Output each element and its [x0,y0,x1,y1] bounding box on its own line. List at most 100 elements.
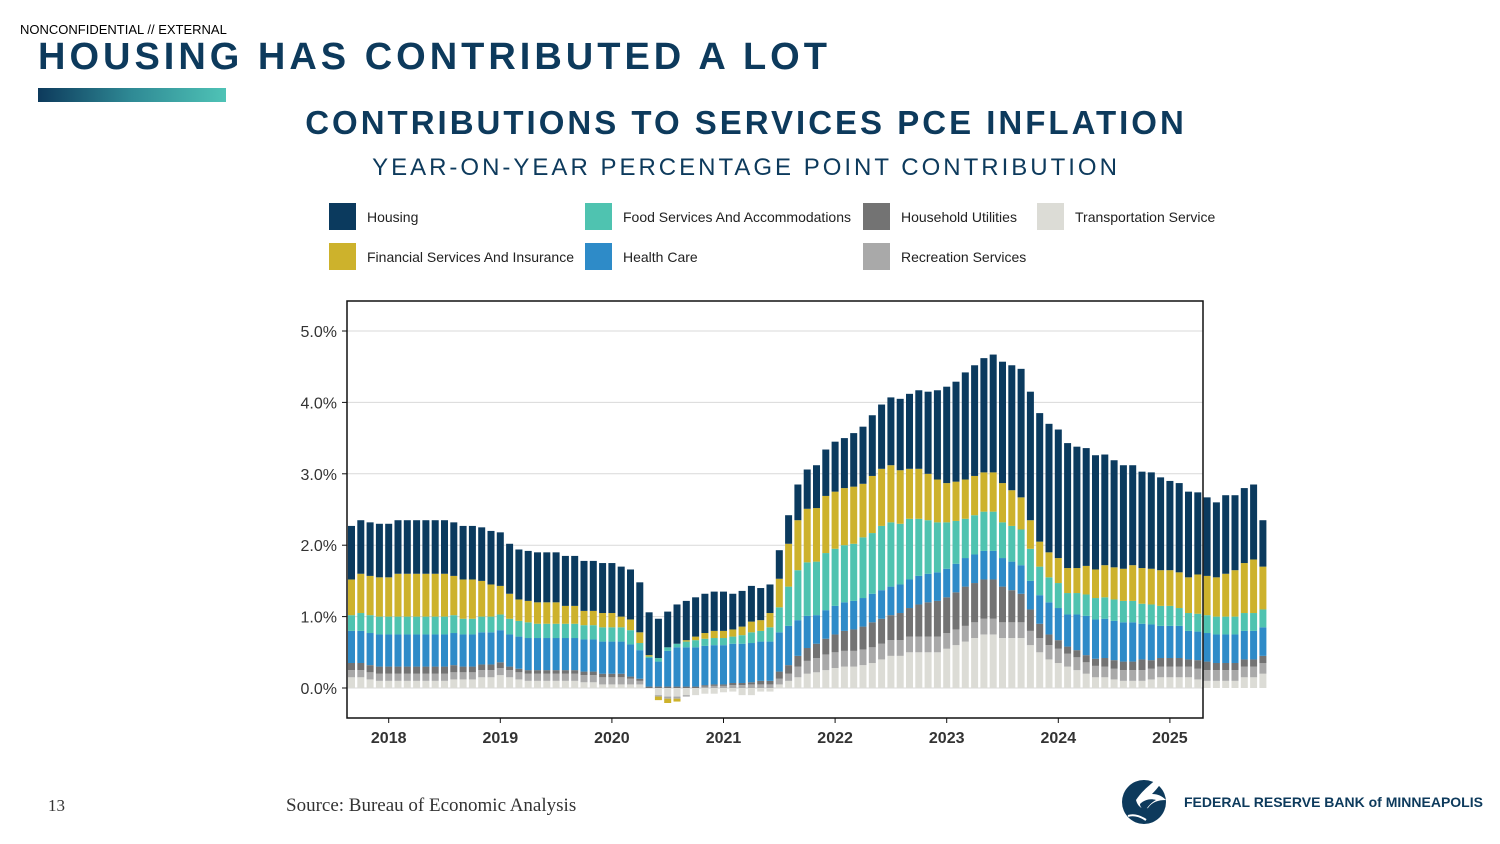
bar-transportation-service-2024-11 [1147,679,1155,688]
bar-recreation-services-2017-09 [348,670,355,678]
bar-recreation-services-2021-06 [766,684,774,688]
bar-transportation-service-2023-09 [1017,638,1025,688]
bar-recreation-services-2019-11 [589,675,597,683]
bar-financial-services-and-insurance-2018-09 [459,579,467,619]
bar-financial-services-and-insurance-2022-12 [933,479,941,523]
bar-housing-2018-11 [478,527,486,581]
bar-housing-2021-06 [766,584,774,614]
bar-recreation-services-2019-04 [524,673,532,681]
bar-housing-2022-03 [850,433,858,487]
bar-health-care-2023-07 [999,558,1006,587]
x-tick-label: 2018 [371,730,407,747]
classification-label: NONCONFIDENTIAL // EXTERNAL [20,22,227,37]
bar-housing-2019-11 [589,560,597,611]
bar-food-services-and-accommodations-2025-03 [1185,613,1192,631]
bar-recreation-services-2018-01 [385,673,393,681]
bar-financial-services-and-insurance-2022-02 [840,488,848,546]
bar-housing-2024-02 [1064,443,1072,569]
bar-food-services-and-accommodations-2020-04 [636,643,644,651]
bar-food-services-and-accommodations-2023-10 [1026,548,1034,581]
bar-household-utilities-2021-08 [785,665,793,674]
bar-health-care-2023-02 [952,563,960,593]
bar-household-utilities-2024-03 [1073,650,1081,658]
y-tick-label: 4.0% [301,395,337,412]
bar-food-services-and-accommodations-2020-09 [682,641,690,648]
bar-financial-services-and-insurance-2020-11 [701,633,709,639]
bar-health-care-2022-12 [933,572,941,601]
bar-financial-services-and-insurance-2021-10 [803,508,811,563]
bar-household-utilities-2025-02 [1175,658,1183,667]
bar-financial-services-and-insurance-2025-04 [1194,574,1202,614]
x-tick-label: 2019 [483,730,519,747]
bar-transportation-service-2024-08 [1119,680,1127,688]
bar-food-services-and-accommodations-2018-04 [413,616,421,635]
bar-housing-2020-02 [617,566,625,617]
bar-financial-services-and-insurance-2019-11 [589,610,597,626]
bar-financial-services-and-insurance-2021-09 [794,520,802,571]
bar-housing-2017-11 [366,522,374,576]
bar-financial-services-and-insurance-2019-07 [552,602,560,624]
bar-financial-services-and-insurance-2022-07 [887,465,895,523]
bar-recreation-services-2018-02 [394,673,402,681]
bar-recreation-services-2022-10 [915,636,923,653]
bar-household-utilities-2020-07 [664,686,672,688]
bar-housing-2023-04 [971,365,979,476]
bar-household-utilities-2025-03 [1185,659,1192,667]
bar-transportation-service-2024-06 [1101,677,1109,688]
bar-recreation-services-2020-04 [636,680,644,685]
bar-health-care-2023-09 [1017,565,1025,594]
bar-financial-services-and-insurance-2024-01 [1054,558,1062,584]
bar-housing-2023-12 [1045,423,1053,553]
bar-recreation-services-2023-01 [943,633,951,649]
bar-transportation-service-2020-08 [673,688,681,697]
bar-financial-services-and-insurance-2017-09 [348,579,355,616]
bar-recreation-services-2023-06 [989,618,997,635]
bar-recreation-services-2023-07 [999,622,1006,639]
bar-food-services-and-accommodations-2023-05 [980,511,988,551]
bar-transportation-service-2023-11 [1036,652,1044,688]
bar-health-care-2022-05 [868,593,876,623]
bar-recreation-services-2025-03 [1185,666,1192,678]
bar-food-services-and-accommodations-2018-03 [403,616,411,635]
bar-health-care-2024-11 [1147,624,1155,661]
bar-transportation-service-2019-10 [580,682,588,688]
y-tick-label: 2.0% [301,538,337,555]
bar-health-care-2021-09 [794,620,802,656]
bar-housing-2019-09 [571,555,579,606]
bar-food-services-and-accommodations-2020-07 [664,647,672,651]
bar-recreation-services-2021-03 [738,685,746,688]
bar-health-care-2020-02 [617,641,625,674]
bar-financial-services-and-insurance-2021-05 [757,620,765,631]
bar-transportation-service-2024-04 [1082,673,1090,688]
bar-health-care-2021-11 [813,615,820,644]
bar-food-services-and-accommodations-2021-12 [822,553,830,611]
bar-transportation-service-2025-05 [1203,680,1211,688]
chart-bars [348,354,1267,703]
legend-label-food-services-and-accommodations: Food Services And Accommodations [623,209,851,225]
bar-recreation-services-2021-02 [729,685,737,688]
bar-food-services-and-accommodations-2025-04 [1194,613,1202,632]
bar-financial-services-and-insurance-2019-08 [561,605,569,624]
bar-health-care-2019-08 [561,638,569,671]
bar-financial-services-and-insurance-2019-12 [599,613,607,628]
bar-financial-services-and-insurance-2020-01 [608,613,616,628]
bar-food-services-and-accommodations-2024-06 [1101,597,1109,619]
bar-recreation-services-2023-02 [952,629,960,646]
bar-household-utilities-2020-05 [645,686,653,688]
bar-health-care-2019-07 [552,638,560,671]
bar-food-services-and-accommodations-2022-05 [868,533,876,594]
bar-food-services-and-accommodations-2024-11 [1147,604,1155,625]
bar-recreation-services-2022-12 [933,636,941,653]
bar-financial-services-and-insurance-2024-09 [1129,565,1137,601]
bar-health-care-2025-11 [1259,627,1267,656]
bar-transportation-service-2021-06 [766,688,774,692]
bar-transportation-service-2025-08 [1231,680,1239,688]
bar-financial-services-and-insurance-2020-10 [692,636,700,641]
bar-household-utilities-2024-12 [1157,658,1165,667]
bar-health-care-2019-06 [543,638,551,671]
bar-transportation-service-2020-04 [636,684,644,688]
bar-housing-2019-12 [599,563,607,614]
bar-financial-services-and-insurance-2024-08 [1119,568,1127,601]
bar-food-services-and-accommodations-2024-10 [1138,603,1146,624]
bar-household-utilities-2025-11 [1259,655,1267,664]
